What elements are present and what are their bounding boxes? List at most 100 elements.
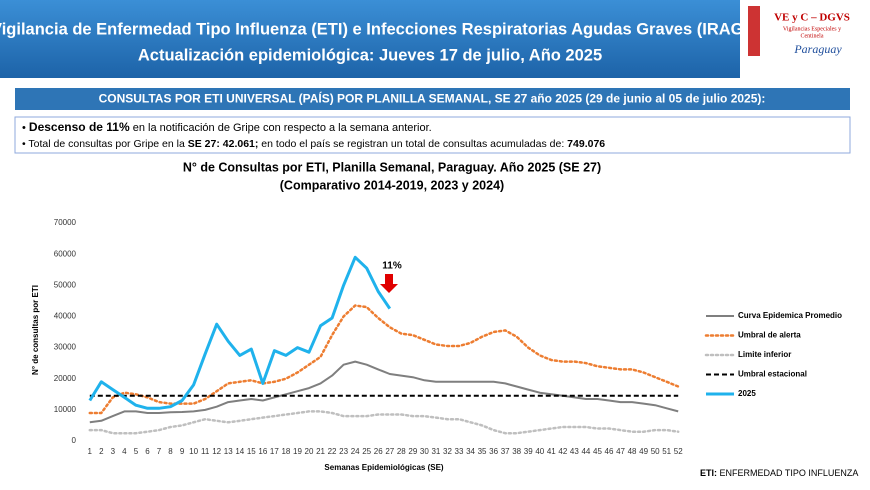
x-tick-label: 32 <box>443 447 452 456</box>
x-tick-label: 31 <box>431 447 440 456</box>
x-tick-label: 41 <box>547 447 556 456</box>
y-tick-label: 10000 <box>54 405 77 414</box>
x-tick-label: 17 <box>270 447 279 456</box>
x-tick-label: 6 <box>145 447 150 456</box>
legend-label: 2025 <box>738 389 756 398</box>
x-tick-label: 42 <box>558 447 567 456</box>
y-tick-label: 30000 <box>54 343 77 352</box>
x-tick-label: 7 <box>157 447 162 456</box>
bullet-text: en todo el país se registran un total de… <box>258 138 567 150</box>
bullet-bold: 749.076 <box>567 138 605 150</box>
series-line <box>88 304 680 415</box>
x-tick-label: 39 <box>524 447 533 456</box>
x-tick-label: 45 <box>593 447 602 456</box>
x-tick-label: 1 <box>88 447 93 456</box>
x-tick-label: 5 <box>134 447 139 456</box>
header-band <box>0 0 740 78</box>
x-tick-label: 10 <box>189 447 198 456</box>
bullet-bold: Descenso de 11% <box>29 120 130 134</box>
info-box <box>14 116 851 154</box>
x-tick-label: 37 <box>501 447 510 456</box>
footnote-bold: ETI: <box>700 468 717 478</box>
x-axis-label: Semanas Epidemiológicas (SE) <box>324 463 443 472</box>
y-tick-label: 70000 <box>54 218 77 227</box>
series-line <box>88 410 680 435</box>
x-tick-label: 49 <box>639 447 648 456</box>
x-tick-label: 26 <box>374 447 383 456</box>
x-tick-label: 35 <box>478 447 487 456</box>
x-tick-label: 30 <box>420 447 429 456</box>
x-tick-label: 27 <box>385 447 394 456</box>
down-arrow <box>380 274 398 293</box>
x-tick-label: 21 <box>316 447 325 456</box>
x-tick-label: 38 <box>512 447 521 456</box>
x-tick-label: 52 <box>674 447 683 456</box>
logo-name: VE y C – DGVS <box>774 12 850 24</box>
x-tick-label: 19 <box>293 447 302 456</box>
x-tick-label: 9 <box>180 447 185 456</box>
bullet-text: en la notificación de Gripe con respecto… <box>130 122 432 134</box>
x-tick-label: 36 <box>489 447 498 456</box>
annotation: 11% <box>382 261 402 272</box>
x-tick-label: 3 <box>111 447 116 456</box>
section-title: CONSULTAS POR ETI UNIVERSAL (PAÍS) POR P… <box>99 91 766 106</box>
footnote-text: ENFERMEDAD TIPO INFLUENZA <box>717 468 858 478</box>
x-tick-label: 29 <box>408 447 417 456</box>
x-tick-label: 16 <box>258 447 267 456</box>
logo-line: Centinela <box>801 33 824 39</box>
bullet-text: Total de consultas por Gripe en la <box>28 138 187 150</box>
x-tick-label: 8 <box>168 447 173 456</box>
x-tick-label: 33 <box>455 447 464 456</box>
footnote: ETI: ENFERMEDAD TIPO INFLUENZA <box>700 468 858 478</box>
y-tick-label: 0 <box>72 436 77 445</box>
x-tick-label: 46 <box>605 447 614 456</box>
series-line <box>88 255 392 410</box>
x-tick-label: 23 <box>339 447 348 456</box>
x-tick-label: 18 <box>281 447 290 456</box>
x-tick-label: 51 <box>662 447 671 456</box>
x-tick-label: 22 <box>328 447 337 456</box>
y-tick-label: 60000 <box>54 249 77 258</box>
x-tick-label: 20 <box>305 447 314 456</box>
x-tick-label: 13 <box>224 447 233 456</box>
bullet: • Total de consultas por Gripe en la SE … <box>22 138 605 150</box>
x-tick-label: 40 <box>535 447 544 456</box>
header-title: Vigilancia de Enfermedad Tipo Influenza … <box>0 20 749 38</box>
x-tick-label: 4 <box>122 447 127 456</box>
logo-country: Paraguay <box>793 42 842 56</box>
series-line <box>89 360 679 424</box>
x-tick-label: 34 <box>466 447 475 456</box>
x-tick-label: 11 <box>201 447 210 456</box>
y-axis-label: N° de consultas por ETI <box>31 285 40 375</box>
x-tick-label: 12 <box>212 447 221 456</box>
x-tick-label: 47 <box>616 447 625 456</box>
logo: VE y C – DGVS Vigilancias Especiales y C… <box>748 6 850 56</box>
x-tick-label: 24 <box>351 447 360 456</box>
y-tick-label: 20000 <box>54 374 77 383</box>
x-tick-label: 2 <box>99 447 104 456</box>
x-tick-label: 44 <box>581 447 590 456</box>
y-tick-label: 40000 <box>54 312 77 321</box>
legend-label: Curva Epidemica Promedio <box>738 311 842 320</box>
x-tick-label: 14 <box>235 447 244 456</box>
bullet-bold: SE 27: 42.061; <box>188 138 259 150</box>
section-bar <box>15 88 850 110</box>
logo-line: Vigilancias Especiales y <box>783 26 841 32</box>
x-tick-label: 48 <box>628 447 637 456</box>
legend-label: Umbral estacional <box>738 370 807 379</box>
legend-label: Umbral de alerta <box>738 331 801 340</box>
x-tick-label: 25 <box>362 447 371 456</box>
chart-title: N° de Consultas por ETI, Planilla Semana… <box>183 160 601 174</box>
header-subtitle: Actualización epidemiológica: Jueves 17 … <box>138 46 602 64</box>
x-tick-label: 15 <box>247 447 256 456</box>
legend-label: Limite inferior <box>738 350 791 359</box>
x-tick-label: 43 <box>570 447 579 456</box>
y-tick-label: 50000 <box>54 280 77 289</box>
logo-figure <box>748 6 760 56</box>
chart-subtitle: (Comparativo 2014-2019, 2023 y 2024) <box>280 178 504 192</box>
bullet: • Descenso de 11% en la notificación de … <box>22 120 432 134</box>
x-tick-label: 50 <box>651 447 660 456</box>
x-tick-label: 28 <box>397 447 406 456</box>
